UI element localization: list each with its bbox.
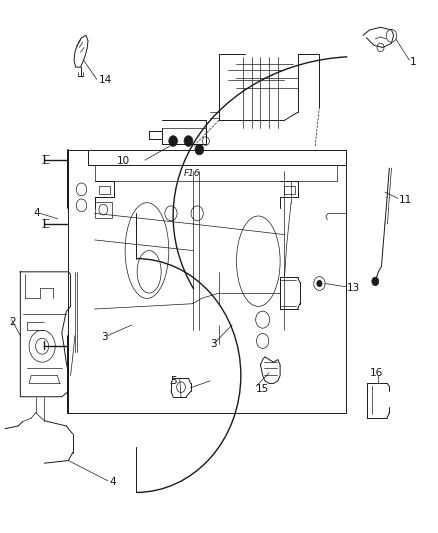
Circle shape [372,277,379,286]
Text: 1: 1 [410,57,417,67]
Bar [99,185,110,194]
Circle shape [169,136,177,147]
Circle shape [184,136,193,147]
Text: F16: F16 [184,169,201,178]
Text: 13: 13 [347,283,360,293]
Text: 4: 4 [33,208,40,219]
Text: 5: 5 [170,376,177,386]
Text: 16: 16 [370,368,383,378]
Text: 11: 11 [399,195,412,205]
Bar [284,185,294,194]
Circle shape [317,280,322,287]
Text: 3: 3 [210,339,217,349]
Text: 2: 2 [10,317,16,327]
Text: 15: 15 [256,384,269,394]
Circle shape [195,144,204,155]
Text: 10: 10 [117,156,130,166]
Text: 3: 3 [101,332,108,342]
Text: 14: 14 [99,76,112,85]
Text: 4: 4 [110,477,117,487]
Bar [95,201,112,217]
